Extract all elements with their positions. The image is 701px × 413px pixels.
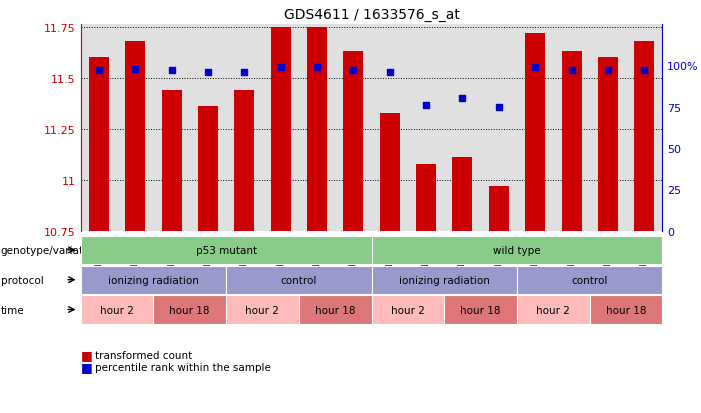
Bar — [89, 58, 109, 231]
Text: percentile rank within the sample: percentile rank within the sample — [95, 362, 271, 372]
Point — [457, 96, 468, 102]
Text: wild type: wild type — [494, 245, 540, 255]
Text: ■: ■ — [81, 361, 93, 374]
Text: ionizing radiation: ionizing radiation — [108, 275, 199, 285]
Bar — [598, 58, 618, 231]
Text: genotype/variation: genotype/variation — [1, 245, 100, 255]
Bar — [634, 42, 654, 231]
Point — [203, 69, 214, 76]
Text: hour 18: hour 18 — [170, 305, 210, 315]
Title: GDS4611 / 1633576_s_at: GDS4611 / 1633576_s_at — [284, 8, 459, 22]
Point — [602, 68, 613, 74]
Bar — [125, 42, 145, 231]
Text: hour 18: hour 18 — [606, 305, 646, 315]
Bar — [307, 28, 327, 231]
Bar — [416, 164, 436, 231]
Bar — [161, 91, 182, 231]
Bar — [452, 158, 472, 231]
Text: control: control — [571, 275, 608, 285]
Text: ionizing radiation: ionizing radiation — [399, 275, 490, 285]
Point — [421, 102, 432, 109]
Point — [275, 64, 286, 71]
Text: hour 2: hour 2 — [536, 305, 571, 315]
Point — [529, 64, 540, 71]
Point — [130, 66, 141, 73]
Text: p53 mutant: p53 mutant — [196, 245, 257, 255]
Text: transformed count: transformed count — [95, 350, 192, 360]
Point — [238, 69, 250, 76]
Bar — [380, 113, 400, 231]
Bar — [198, 107, 218, 231]
Bar — [271, 28, 291, 231]
Bar — [489, 187, 509, 231]
Text: hour 2: hour 2 — [100, 305, 134, 315]
Text: protocol: protocol — [1, 275, 43, 285]
Point — [639, 68, 650, 74]
Text: hour 18: hour 18 — [461, 305, 501, 315]
Point — [494, 104, 505, 111]
Text: hour 2: hour 2 — [245, 305, 280, 315]
Bar — [525, 34, 545, 231]
Text: control: control — [280, 275, 317, 285]
Text: hour 2: hour 2 — [391, 305, 425, 315]
Point — [311, 64, 322, 71]
Bar — [234, 91, 254, 231]
Point — [348, 68, 359, 74]
Text: ■: ■ — [81, 348, 93, 361]
Point — [566, 68, 577, 74]
Point — [384, 69, 395, 76]
Text: time: time — [1, 305, 25, 315]
Point — [166, 68, 177, 74]
Point — [93, 68, 104, 74]
Bar — [343, 52, 363, 231]
Text: hour 18: hour 18 — [315, 305, 355, 315]
Bar — [562, 52, 582, 231]
